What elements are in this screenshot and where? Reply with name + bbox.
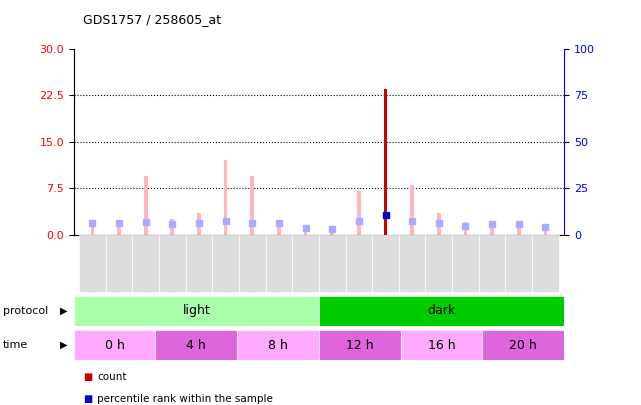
FancyBboxPatch shape xyxy=(265,235,292,292)
Bar xyxy=(517,228,520,235)
Text: ■: ■ xyxy=(83,394,92,404)
FancyBboxPatch shape xyxy=(482,330,564,360)
FancyBboxPatch shape xyxy=(74,296,319,326)
FancyBboxPatch shape xyxy=(79,235,106,292)
FancyBboxPatch shape xyxy=(237,330,319,360)
FancyBboxPatch shape xyxy=(186,235,212,292)
Text: ▶: ▶ xyxy=(60,306,67,315)
FancyBboxPatch shape xyxy=(319,330,401,360)
Text: count: count xyxy=(97,372,127,382)
Bar xyxy=(90,222,94,235)
Bar xyxy=(384,89,387,235)
Text: light: light xyxy=(183,304,210,318)
Bar xyxy=(463,222,467,235)
FancyBboxPatch shape xyxy=(401,330,482,360)
FancyBboxPatch shape xyxy=(132,235,159,292)
Text: protocol: protocol xyxy=(3,306,49,315)
FancyBboxPatch shape xyxy=(155,330,237,360)
FancyBboxPatch shape xyxy=(319,235,345,292)
FancyBboxPatch shape xyxy=(106,235,132,292)
Text: 20 h: 20 h xyxy=(510,339,537,352)
FancyBboxPatch shape xyxy=(506,235,532,292)
Bar xyxy=(277,222,281,235)
Text: time: time xyxy=(3,340,28,350)
FancyBboxPatch shape xyxy=(345,235,372,292)
FancyBboxPatch shape xyxy=(452,235,479,292)
FancyBboxPatch shape xyxy=(319,296,564,326)
FancyBboxPatch shape xyxy=(532,235,559,292)
Text: 4 h: 4 h xyxy=(187,339,206,352)
FancyBboxPatch shape xyxy=(479,235,506,292)
FancyBboxPatch shape xyxy=(159,235,186,292)
Bar xyxy=(197,213,201,235)
Text: percentile rank within the sample: percentile rank within the sample xyxy=(97,394,273,404)
Text: dark: dark xyxy=(428,304,456,318)
FancyBboxPatch shape xyxy=(426,235,452,292)
Bar xyxy=(410,185,414,235)
Bar xyxy=(437,213,441,235)
Text: 12 h: 12 h xyxy=(346,339,374,352)
Text: GDS1757 / 258605_at: GDS1757 / 258605_at xyxy=(83,13,221,26)
Bar xyxy=(117,222,121,235)
FancyBboxPatch shape xyxy=(292,235,319,292)
Text: ▶: ▶ xyxy=(60,340,67,350)
Bar xyxy=(490,226,494,235)
Bar xyxy=(330,233,334,235)
FancyBboxPatch shape xyxy=(372,235,399,292)
FancyBboxPatch shape xyxy=(212,235,239,292)
Bar xyxy=(144,176,147,235)
Bar xyxy=(357,192,361,235)
Bar xyxy=(224,160,228,235)
Text: 8 h: 8 h xyxy=(268,339,288,352)
Text: ■: ■ xyxy=(83,372,92,382)
FancyBboxPatch shape xyxy=(74,330,155,360)
Bar xyxy=(544,229,547,235)
Bar xyxy=(251,176,254,235)
Bar xyxy=(304,232,308,235)
Text: 0 h: 0 h xyxy=(104,339,124,352)
Text: 16 h: 16 h xyxy=(428,339,455,352)
FancyBboxPatch shape xyxy=(239,235,265,292)
FancyBboxPatch shape xyxy=(399,235,426,292)
Bar xyxy=(171,220,174,235)
